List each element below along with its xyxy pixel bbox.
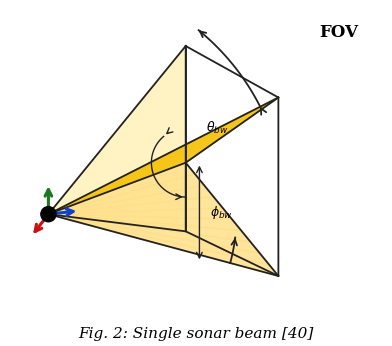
Polygon shape xyxy=(49,110,260,214)
Polygon shape xyxy=(49,214,260,253)
Polygon shape xyxy=(49,170,186,214)
Polygon shape xyxy=(49,104,186,214)
Polygon shape xyxy=(49,128,186,214)
Text: $\theta_{bw}$: $\theta_{bw}$ xyxy=(206,120,229,136)
Polygon shape xyxy=(49,197,223,214)
Polygon shape xyxy=(49,204,186,214)
Polygon shape xyxy=(49,156,195,214)
Polygon shape xyxy=(49,137,223,214)
Polygon shape xyxy=(49,214,250,242)
Text: Fig. 2: Single sonar beam [40]: Fig. 2: Single sonar beam [40] xyxy=(78,327,314,341)
Polygon shape xyxy=(49,143,214,214)
Polygon shape xyxy=(49,176,186,214)
Polygon shape xyxy=(49,214,241,231)
Polygon shape xyxy=(49,98,278,214)
Polygon shape xyxy=(49,69,186,214)
Polygon shape xyxy=(49,197,186,214)
Polygon shape xyxy=(49,46,186,214)
Polygon shape xyxy=(49,117,250,214)
Polygon shape xyxy=(49,104,269,214)
Polygon shape xyxy=(49,185,214,214)
Polygon shape xyxy=(49,58,186,214)
Polygon shape xyxy=(49,214,186,231)
Text: $\phi_{bw}$: $\phi_{bw}$ xyxy=(210,204,233,221)
Polygon shape xyxy=(49,214,186,225)
Polygon shape xyxy=(49,163,195,214)
Polygon shape xyxy=(49,81,186,214)
Polygon shape xyxy=(49,163,186,214)
Polygon shape xyxy=(49,190,186,214)
Text: FOV: FOV xyxy=(319,24,359,41)
Polygon shape xyxy=(49,150,204,214)
Circle shape xyxy=(41,207,56,222)
Polygon shape xyxy=(49,214,269,265)
Polygon shape xyxy=(49,139,186,214)
Polygon shape xyxy=(49,116,186,214)
Polygon shape xyxy=(49,93,186,214)
Polygon shape xyxy=(49,124,241,214)
Polygon shape xyxy=(49,130,232,214)
Polygon shape xyxy=(49,151,186,214)
Polygon shape xyxy=(49,174,204,214)
Polygon shape xyxy=(49,208,232,219)
Polygon shape xyxy=(49,211,186,218)
Polygon shape xyxy=(49,183,186,214)
Polygon shape xyxy=(49,214,278,276)
